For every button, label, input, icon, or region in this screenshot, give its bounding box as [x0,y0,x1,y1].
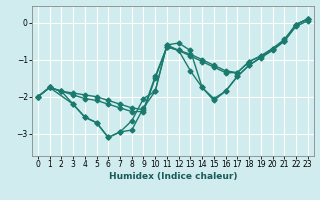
X-axis label: Humidex (Indice chaleur): Humidex (Indice chaleur) [108,172,237,181]
